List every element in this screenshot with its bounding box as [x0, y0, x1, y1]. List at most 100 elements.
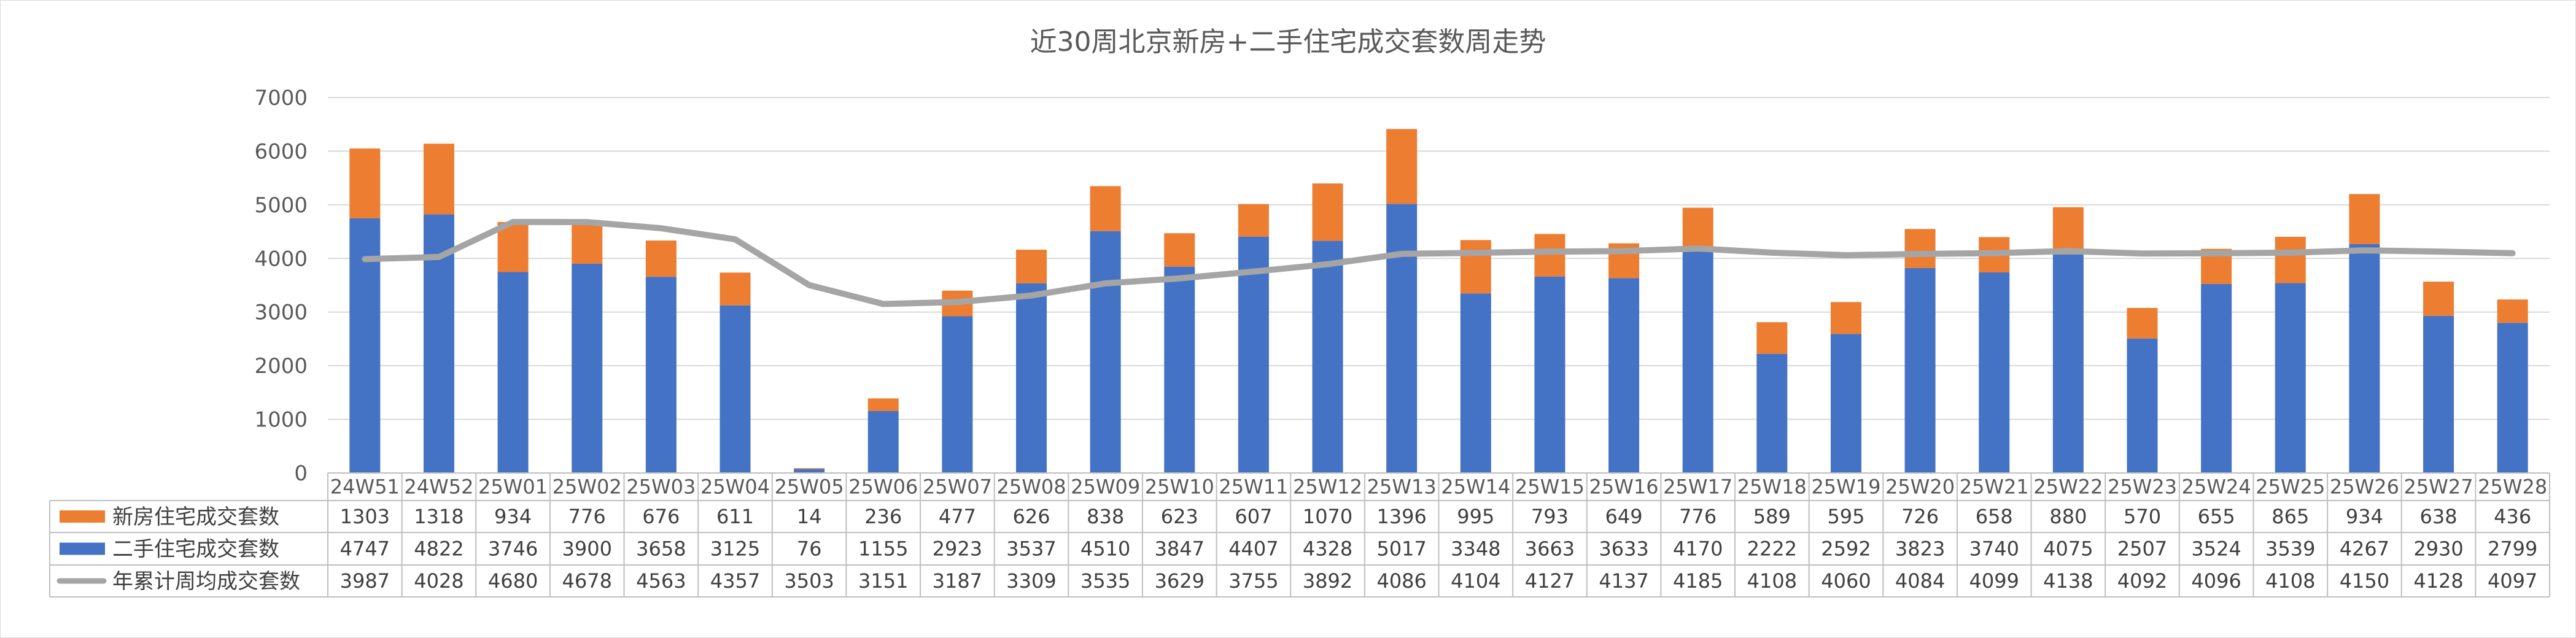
- data-label: 676: [642, 505, 680, 528]
- y-tick-label: 5000: [254, 193, 308, 218]
- bar-newhome: [1164, 233, 1195, 267]
- data-label: 4028: [414, 569, 464, 593]
- bar-secondhand: [2201, 283, 2232, 473]
- bar-newhome: [1830, 302, 1861, 334]
- bar-secondhand: [2349, 244, 2380, 473]
- x-tick-label: 24W52: [404, 475, 473, 499]
- data-label: 4137: [1599, 569, 1648, 593]
- bar-newhome: [2497, 299, 2528, 323]
- x-tick-label: 25W03: [626, 475, 696, 499]
- data-label: 623: [1161, 505, 1198, 528]
- data-label: 3740: [1969, 537, 2019, 561]
- data-label: 4510: [1080, 537, 1130, 561]
- data-label: 4075: [2043, 537, 2093, 561]
- data-label: 3348: [1451, 537, 1500, 561]
- bar-secondhand: [2052, 254, 2084, 473]
- x-tick-label: 25W19: [1811, 475, 1880, 499]
- bar-newhome: [1904, 229, 1936, 268]
- y-tick-label: 6000: [254, 139, 308, 164]
- data-label: 436: [2494, 505, 2531, 528]
- bar-secondhand: [1979, 272, 2010, 473]
- data-label: 658: [1976, 505, 2013, 528]
- data-label: 4563: [636, 569, 686, 593]
- data-label: 726: [1901, 505, 1939, 528]
- y-tick-label: 7000: [254, 86, 308, 110]
- data-label: 4357: [710, 569, 760, 593]
- bar-secondhand: [1386, 204, 1418, 473]
- data-label: 4097: [2488, 569, 2537, 593]
- x-tick-label: 25W27: [2404, 475, 2473, 499]
- data-label: 3187: [933, 569, 982, 593]
- data-label: 2592: [1821, 537, 1871, 561]
- bar-newhome: [2275, 236, 2306, 283]
- data-label: 934: [2346, 505, 2383, 528]
- bar-newhome: [867, 398, 899, 412]
- data-label: 236: [864, 505, 902, 528]
- bar-secondhand: [1312, 240, 1343, 473]
- data-label: 2799: [2488, 537, 2537, 561]
- data-label: 4060: [1821, 569, 1871, 593]
- x-tick-label: 25W07: [923, 475, 992, 499]
- data-label: 2507: [2117, 537, 2167, 561]
- data-label: 4127: [1525, 569, 1575, 593]
- data-label: 76: [797, 537, 822, 561]
- data-label: 638: [2420, 505, 2458, 528]
- bar-newhome: [349, 148, 381, 218]
- legend-label: 新房住宅成交套数: [112, 505, 279, 529]
- data-label: 3755: [1228, 569, 1278, 593]
- data-label: 4128: [2413, 569, 2463, 593]
- data-label: 4328: [1303, 537, 1352, 561]
- data-label: 4092: [2117, 569, 2167, 593]
- chart-title: 近30周北京新房+二手住宅成交套数周走势: [1030, 26, 1546, 58]
- data-label: 793: [1531, 505, 1569, 528]
- data-label: 4267: [2340, 537, 2389, 561]
- bar-newhome: [1090, 186, 1121, 231]
- data-label: 14: [797, 505, 822, 528]
- x-tick-label: 25W15: [1515, 475, 1585, 499]
- x-tick-label: 25W04: [700, 475, 770, 499]
- legend-key-bar: [60, 510, 105, 523]
- data-label: 3663: [1525, 537, 1575, 561]
- bar-secondhand: [1016, 283, 1047, 473]
- bar-newhome: [720, 272, 751, 306]
- y-tick-label: 3000: [254, 301, 308, 325]
- data-label: 3539: [2265, 537, 2315, 561]
- bar-secondhand: [720, 305, 751, 473]
- data-label: 1396: [1376, 505, 1426, 528]
- data-label: 4096: [2191, 569, 2241, 593]
- legend-key-bar: [60, 542, 105, 555]
- data-label: 4185: [1673, 569, 1723, 593]
- data-label: 3629: [1155, 569, 1205, 593]
- data-label: 995: [1457, 505, 1494, 528]
- bar-newhome: [645, 240, 677, 277]
- x-tick-label: 25W20: [1885, 475, 1955, 499]
- x-tick-label: 25W06: [848, 475, 918, 499]
- bar-secondhand: [1756, 353, 1788, 473]
- data-label: 4747: [340, 537, 390, 561]
- x-tick-label: 25W02: [553, 475, 622, 499]
- line-ytd-weekly-average: [362, 218, 2516, 307]
- data-label: 3524: [2191, 537, 2241, 561]
- data-label: 4170: [1673, 537, 1723, 561]
- x-tick-label: 25W05: [775, 475, 844, 499]
- x-tick-label: 25W14: [1441, 475, 1510, 499]
- data-label: 1303: [340, 505, 390, 528]
- data-label: 3746: [488, 537, 538, 561]
- data-label: 626: [1012, 505, 1050, 528]
- x-tick-label: 25W28: [2478, 475, 2547, 499]
- data-label: 934: [494, 505, 532, 528]
- data-label: 1318: [414, 505, 464, 528]
- bar-newhome: [1016, 250, 1047, 283]
- data-label: 4084: [1895, 569, 1945, 593]
- data-label: 4678: [562, 569, 611, 593]
- data-label: 4099: [1969, 569, 2019, 593]
- bar-secondhand: [572, 264, 603, 473]
- x-tick-label: 25W21: [1960, 475, 2029, 499]
- data-label: 4138: [2043, 569, 2093, 593]
- bar-secondhand: [942, 316, 973, 473]
- bar-secondhand: [1830, 334, 1861, 473]
- data-label: 607: [1235, 505, 1272, 528]
- data-label: 3309: [1006, 569, 1056, 593]
